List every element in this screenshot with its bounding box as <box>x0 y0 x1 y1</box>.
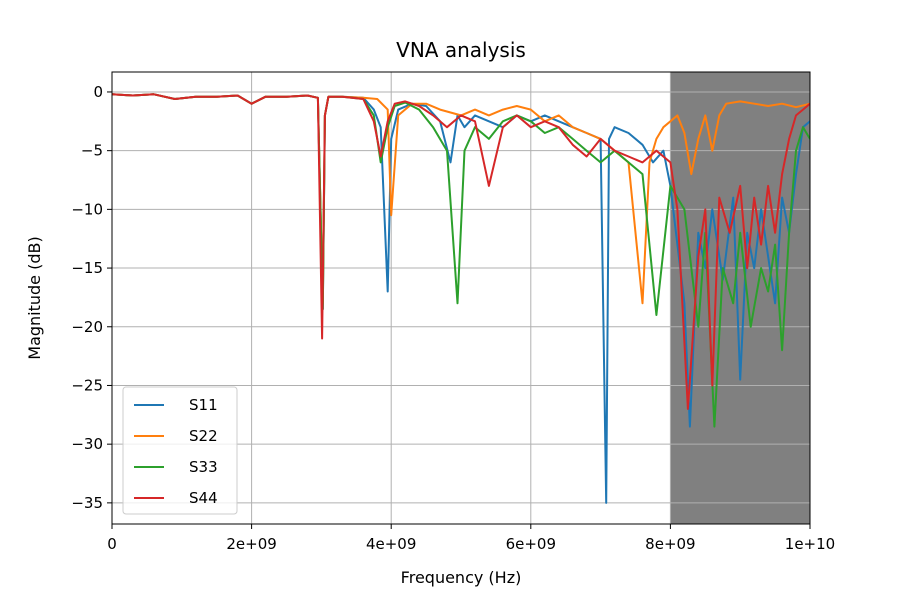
x-tick-label: 1e+10 <box>785 535 835 553</box>
y-tick-label: 0 <box>93 83 103 101</box>
x-tick-label: 4e+09 <box>366 535 416 553</box>
x-tick-label: 0 <box>107 535 117 553</box>
legend-label-s11: S11 <box>189 396 218 414</box>
legend-label-s22: S22 <box>189 427 218 445</box>
y-tick-label: −5 <box>81 142 103 160</box>
x-tick-label: 2e+09 <box>226 535 276 553</box>
y-tick-label: −15 <box>71 259 103 277</box>
x-tick-label: 8e+09 <box>645 535 695 553</box>
legend-box <box>122 386 238 515</box>
series-line-s44 <box>112 93 810 410</box>
y-tick-label: −10 <box>71 200 103 218</box>
legend-label-s44: S44 <box>189 489 218 507</box>
chart-title: VNA analysis <box>396 38 526 62</box>
legend-label-s33: S33 <box>189 458 218 476</box>
y-axis-label: Magnitude (dB) <box>25 236 44 359</box>
y-tick-label: −30 <box>71 435 103 453</box>
y-tick-label: −35 <box>71 494 103 512</box>
x-axis-label: Frequency (Hz) <box>401 568 522 587</box>
legend: S11 S22 S33 S44 <box>122 386 238 515</box>
plot-frame <box>111 71 811 525</box>
y-tick-label: −20 <box>71 318 103 336</box>
series-lines <box>112 93 810 504</box>
x-tick-label: 6e+09 <box>506 535 556 553</box>
y-axis-ticks: 0 −5 −10 −15 −20 −25 −30 −35 <box>71 83 112 512</box>
x-axis-ticks: 0 2e+09 4e+09 6e+09 8e+09 1e+10 <box>107 524 835 553</box>
y-tick-label: −25 <box>71 376 103 394</box>
